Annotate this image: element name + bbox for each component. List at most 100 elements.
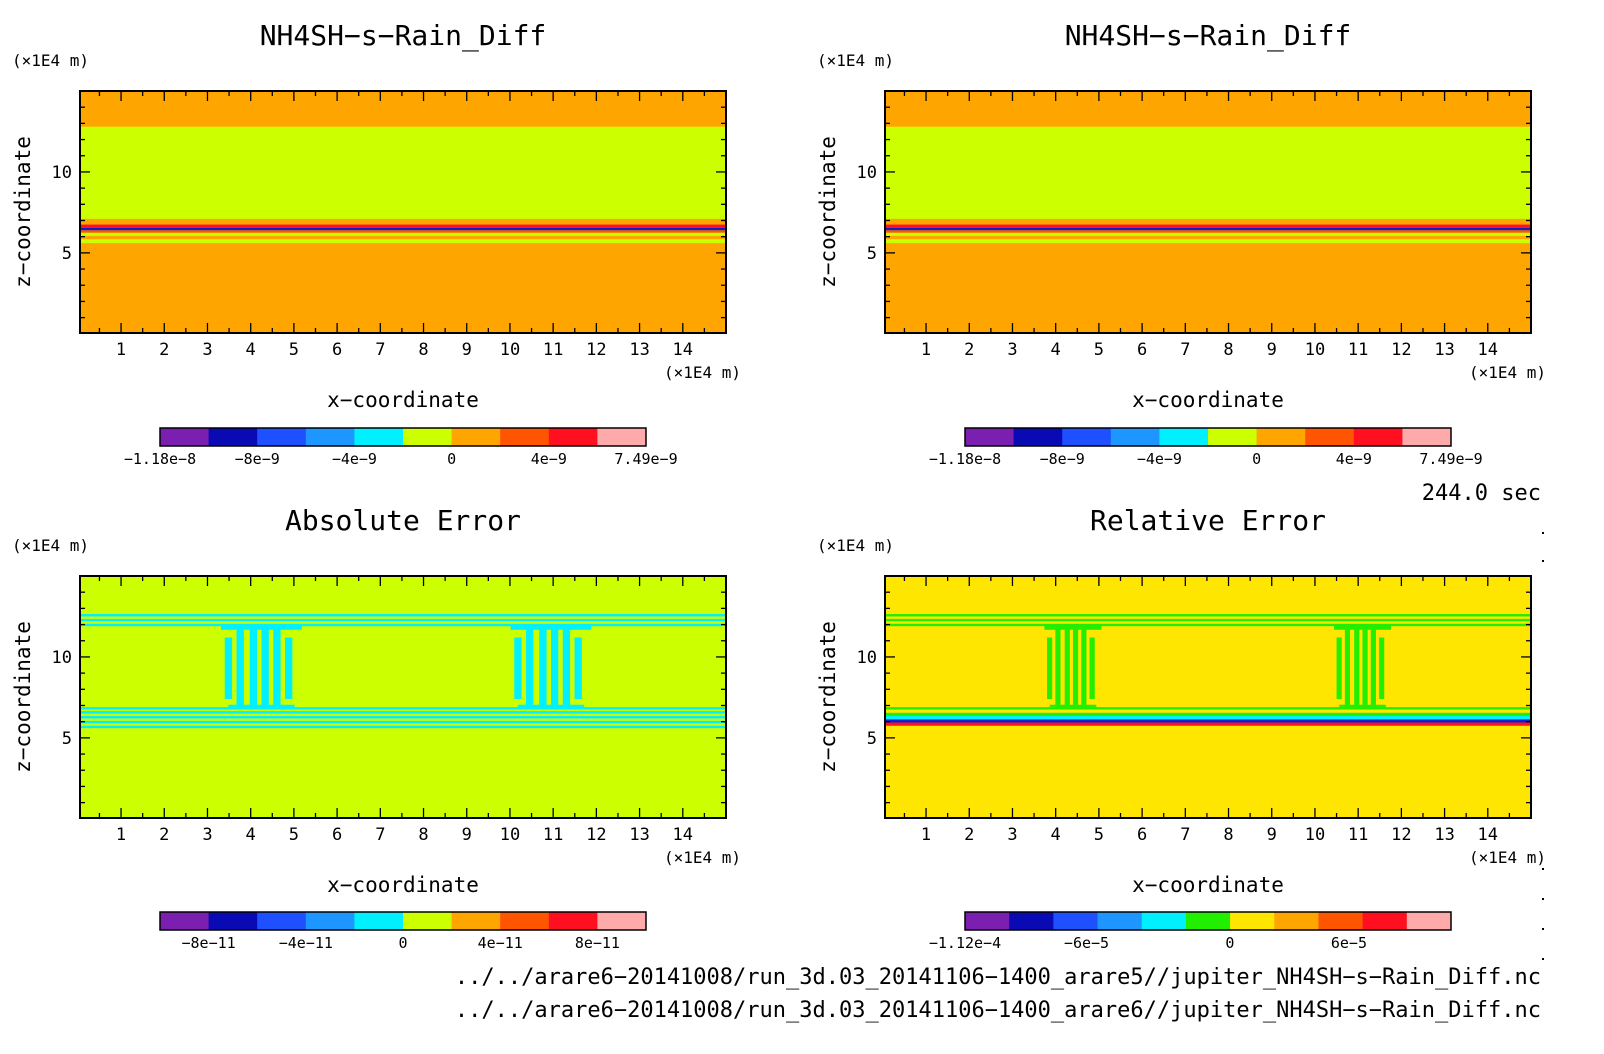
- colorbar-swatch: [965, 912, 1010, 930]
- field-band: [885, 239, 1531, 244]
- x-tick-label: 3: [1007, 825, 1017, 845]
- colorbar-label: 4e−11: [478, 934, 523, 952]
- feature-base: [1339, 704, 1386, 709]
- feature-cap: [510, 624, 592, 630]
- x-tick-label: 6: [1137, 340, 1147, 360]
- colorbar-swatch: [1110, 428, 1160, 446]
- feature-column: [236, 627, 244, 709]
- colorbar-label: −6e−5: [1064, 934, 1109, 952]
- x-tick-label: 10: [1305, 340, 1325, 360]
- feature-column: [562, 627, 571, 709]
- colorbar-label: −4e−9: [1137, 450, 1182, 468]
- field-band: [885, 716, 1531, 720]
- field-band: [885, 614, 1531, 617]
- colorbar-swatch: [1208, 428, 1258, 446]
- colorbar-frame: [964, 911, 1452, 931]
- x-tick-label: 13: [629, 340, 649, 360]
- colorbar-swatch: [1406, 912, 1452, 930]
- colorbar-frame: [964, 427, 1452, 447]
- field-band: [885, 719, 1531, 723]
- plot-title: Relative Error: [1090, 504, 1326, 537]
- x-tick-label: 10: [500, 340, 520, 360]
- x-tick-label: 11: [1348, 825, 1368, 845]
- colorbar-swatch: [208, 428, 258, 446]
- field-band: [80, 614, 726, 617]
- x-tick-label: 1: [116, 825, 126, 845]
- x-tick-label: 8: [1223, 340, 1233, 360]
- time-label: 244.0 sec: [1422, 481, 1541, 506]
- x-tick-label: 12: [1391, 825, 1411, 845]
- feature-column: [514, 637, 522, 700]
- colorbar-swatch: [1013, 428, 1063, 446]
- colorbar-swatch: [451, 428, 501, 446]
- field-band: [80, 126, 726, 219]
- x-tick-label: 5: [1094, 825, 1104, 845]
- x-tick-label: 7: [1180, 340, 1190, 360]
- colorbar-swatch: [500, 912, 550, 930]
- field-band: [885, 235, 1531, 240]
- colorbar-swatch: [305, 428, 355, 446]
- colorbar-label: 6e−5: [1331, 934, 1367, 952]
- x-tick-label: 3: [202, 340, 212, 360]
- field-band: [80, 91, 726, 127]
- colorbar-swatch: [1053, 912, 1099, 930]
- colorbar-label: 4e−9: [1336, 450, 1372, 468]
- y-tick-label: 5: [62, 729, 72, 749]
- colorbar-label: −4e−11: [279, 934, 333, 952]
- feature-column: [1064, 627, 1070, 709]
- x-tick-label: 6: [332, 825, 342, 845]
- field-band: [80, 618, 726, 622]
- panel-p2: NH4SH−s−Rain_Diff(×1E4 m)1 2 3 4 5 6 7 8 9 10 11 12…: [816, 19, 1546, 468]
- y-axis-label: z−coordinate: [816, 621, 840, 773]
- feature-cap: [1333, 624, 1391, 630]
- colorbar-swatch: [1362, 912, 1408, 930]
- x-axis-label: x−coordinate: [327, 388, 479, 412]
- feature-column: [1072, 627, 1079, 709]
- colorbar-label: 0: [398, 934, 407, 952]
- plot-frame: [884, 575, 1532, 819]
- feature-column: [1362, 627, 1368, 709]
- colorbar-label: −1.18e−8: [929, 450, 1001, 468]
- x-tick-label: 6: [332, 340, 342, 360]
- field-band: [80, 224, 726, 228]
- x-tick-label: 14: [673, 825, 693, 845]
- field-feature: [1044, 624, 1102, 709]
- x-tick-label: 3: [202, 825, 212, 845]
- x-tick-label: 12: [586, 825, 606, 845]
- x-tick-label: 12: [1391, 340, 1411, 360]
- x-unit-label: (×1E4 m): [1469, 848, 1546, 867]
- x-tick-label: 6: [1137, 825, 1147, 845]
- feature-cap: [1044, 624, 1102, 630]
- x-tick-label: 13: [1434, 825, 1454, 845]
- field-band: [80, 716, 726, 719]
- feature-base: [1049, 704, 1097, 709]
- x-unit-label: (×1E4 m): [1469, 363, 1546, 382]
- x-tick-label: 13: [629, 825, 649, 845]
- x-tick-label: 9: [1267, 340, 1277, 360]
- field-background: [885, 576, 1531, 818]
- x-axis-label: x−coordinate: [327, 873, 479, 897]
- feature-column: [249, 627, 258, 709]
- field-band: [885, 712, 1531, 717]
- x-tick-label: 4: [1051, 340, 1061, 360]
- feature-column: [1081, 627, 1087, 709]
- feature-column: [539, 627, 547, 709]
- colorbar: −1.18e−8 −8e−9 −4e−9 0 4e−9 7.49e−9: [124, 427, 678, 468]
- field-band: [80, 239, 726, 244]
- x-tick-label: 5: [1094, 340, 1104, 360]
- x-tick-label: 9: [462, 825, 472, 845]
- x-unit-label: (×1E4 m): [664, 848, 741, 867]
- colorbar-swatch: [208, 912, 258, 930]
- colorbar-swatch: [965, 428, 1015, 446]
- y-tick-label: 10: [857, 648, 877, 668]
- y-tick-label: 5: [62, 244, 72, 264]
- colorbar-swatch: [1230, 912, 1275, 930]
- field-band: [885, 218, 1531, 225]
- colorbar-swatch: [1009, 912, 1054, 930]
- colorbar-swatch: [1062, 428, 1112, 446]
- field-band: [80, 243, 726, 333]
- x-tick-label: 1: [921, 340, 931, 360]
- x-tick-label: 7: [375, 825, 385, 845]
- x-unit-label: (×1E4 m): [664, 363, 741, 382]
- feature-column: [284, 637, 293, 700]
